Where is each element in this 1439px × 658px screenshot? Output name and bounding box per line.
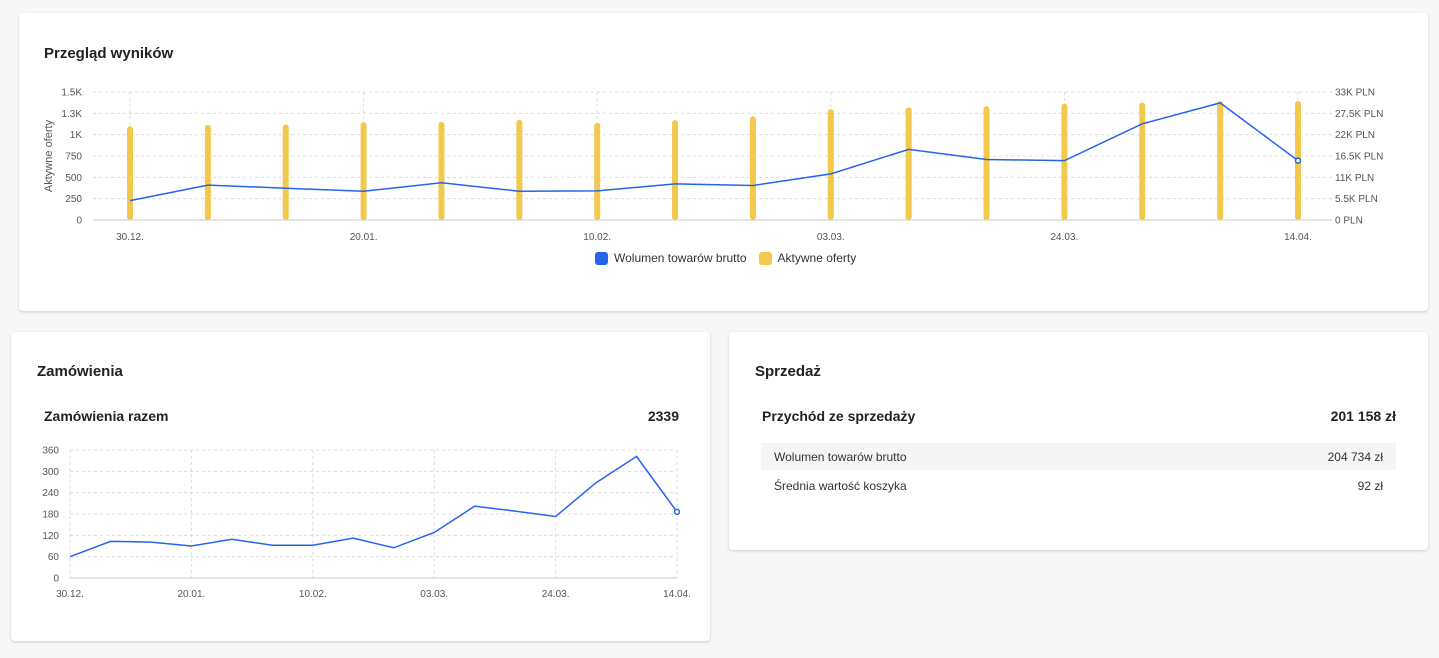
y-right-tick-label: 22K PLN xyxy=(1335,130,1375,141)
offers-bar xyxy=(672,120,679,220)
overview-y-right-axis: 0 PLN 5.5K PLN 11K PLN 16.5K PLN 22K PLN 27.5… xyxy=(1335,88,1383,227)
offers-bar xyxy=(282,124,289,220)
y-left-tick-label: 1.3K xyxy=(61,109,82,120)
legend-item-gmv[interactable]: Wolumen towarów brutto xyxy=(595,251,747,265)
sales-card: Sprzedaż Przychód ze sprzedaży 201 158 z… xyxy=(729,332,1428,550)
offers-bar xyxy=(905,107,912,220)
orders-total-label: Zamówienia razem xyxy=(44,408,169,424)
sales-avg-basket-value: 92 zł xyxy=(1357,478,1383,493)
sales-title: Sprzedaż xyxy=(755,363,821,380)
sales-revenue-value: 201 158 zł xyxy=(1330,408,1396,424)
overview-bars xyxy=(127,100,1301,220)
orders-x-tick-label: 14.04. xyxy=(663,589,691,600)
orders-x-tick-label: 24.03. xyxy=(542,589,570,600)
orders-x-tick-label: 10.02. xyxy=(299,589,327,600)
y-left-tick-label: 500 xyxy=(65,173,82,184)
sales-gmv-value: 204 734 zł xyxy=(1327,449,1383,464)
sales-revenue-label: Przychód ze sprzedaży xyxy=(762,408,916,424)
x-tick-label: 10.02. xyxy=(583,232,611,243)
overview-chart: 0 250 500 750 1K 1.3K 1.5K 0 PLN 5.5K PLN 11K PL… xyxy=(43,88,1383,244)
offers-bar xyxy=(827,109,834,220)
offers-bar xyxy=(360,122,367,220)
orders-x-tick-label: 20.01. xyxy=(177,589,205,600)
orders-grid xyxy=(69,449,678,579)
orders-y-tick-label: 0 xyxy=(53,574,59,585)
offers-bar xyxy=(127,126,133,220)
offers-bar xyxy=(594,122,601,220)
legend-label-offers: Aktywne oferty xyxy=(777,251,857,265)
orders-point xyxy=(673,508,681,516)
sales-gmv-label: Wolumen towarów brutto xyxy=(774,449,907,464)
overview-legend: Wolumen towarów brutto Aktywne oferty xyxy=(595,251,856,265)
y-right-tick-label: 0 PLN xyxy=(1335,216,1363,227)
x-tick-label: 03.03. xyxy=(817,232,845,243)
overview-y-axis-label: Aktywne oferty xyxy=(43,119,55,192)
overview-y-left-axis: 0 250 500 750 1K 1.3K 1.5K xyxy=(61,88,82,227)
x-tick-label: 30.12. xyxy=(116,232,144,243)
orders-card: Zamówienia Zamówienia razem 2339 0 60 120 1… xyxy=(11,332,710,641)
orders-total-value: 2339 xyxy=(647,408,679,424)
legend-item-offers[interactable]: Aktywne oferty xyxy=(758,251,857,265)
x-tick-label: 20.01. xyxy=(350,232,378,243)
sales-gmv-row: Wolumen towarów brutto 204 734 zł xyxy=(761,443,1396,470)
gmv-point xyxy=(1294,157,1302,164)
offers-bar xyxy=(1217,100,1224,220)
orders-chart: 0 60 120 180 240 300 360 30.12. 20.01. 10.02. 03.… xyxy=(42,446,691,601)
orders-x-tick-label: 03.03. xyxy=(420,589,448,600)
offers-bar xyxy=(516,119,523,220)
overview-title: Przegląd wyników xyxy=(44,45,174,62)
orders-x-axis: 30.12. 20.01. 10.02. 03.03. 24.03. 14.04. xyxy=(56,589,691,600)
orders-title: Zamówienia xyxy=(37,363,123,380)
gmv-line xyxy=(129,102,1299,202)
overview-card: Przegląd wyników 0 250 500 750 1K 1.3K 1.5K 0 … xyxy=(19,13,1428,311)
y-left-tick-label: 0 xyxy=(76,216,82,227)
orders-y-tick-label: 180 xyxy=(42,510,59,521)
orders-line xyxy=(69,455,678,558)
orders-y-tick-label: 120 xyxy=(42,531,59,542)
legend-swatch-gmv xyxy=(595,251,608,265)
offers-bar xyxy=(749,116,756,220)
y-right-tick-label: 27.5K PLN xyxy=(1335,109,1383,120)
orders-y-tick-label: 300 xyxy=(42,467,59,478)
orders-y-axis: 0 60 120 180 240 300 360 xyxy=(42,446,59,585)
offers-bar xyxy=(438,121,445,220)
y-right-tick-label: 33K PLN xyxy=(1335,88,1375,99)
legend-swatch-offers xyxy=(758,251,772,265)
orders-y-tick-label: 360 xyxy=(42,446,59,457)
y-left-tick-label: 750 xyxy=(65,152,82,163)
y-right-tick-label: 5.5K PLN xyxy=(1335,194,1378,205)
x-tick-label: 24.03. xyxy=(1050,232,1078,243)
sales-avg-basket-label: Średnia wartość koszyka xyxy=(774,478,907,493)
offers-bar xyxy=(1061,103,1068,220)
y-left-tick-label: 1K xyxy=(70,130,83,141)
y-right-tick-label: 16.5K PLN xyxy=(1335,152,1383,163)
y-left-tick-label: 250 xyxy=(65,194,82,205)
y-right-tick-label: 11K PLN xyxy=(1335,173,1374,184)
orders-y-tick-label: 60 xyxy=(48,552,60,563)
orders-total-row: Zamówienia razem 2339 xyxy=(44,408,679,424)
orders-y-tick-label: 240 xyxy=(42,488,59,499)
offers-bar xyxy=(1139,102,1146,220)
y-left-tick-label: 1.5K xyxy=(61,88,82,99)
orders-line-series xyxy=(69,455,681,558)
sales-revenue-row: Przychód ze sprzedaży 201 158 zł xyxy=(762,408,1396,424)
overview-x-axis: 30.12. 20.01. 10.02. 03.03. 24.03. 14.04. xyxy=(116,232,1312,243)
overview-grid xyxy=(93,91,1332,221)
offers-bar xyxy=(983,106,990,220)
legend-label-gmv: Wolumen towarów brutto xyxy=(614,251,747,265)
offers-bar xyxy=(204,124,211,220)
x-tick-label: 14.04. xyxy=(1284,232,1312,243)
overview-line-series xyxy=(129,102,1302,202)
orders-x-tick-label: 30.12. xyxy=(56,589,84,600)
sales-avg-basket-row: Średnia wartość koszyka 92 zł xyxy=(761,472,1396,499)
